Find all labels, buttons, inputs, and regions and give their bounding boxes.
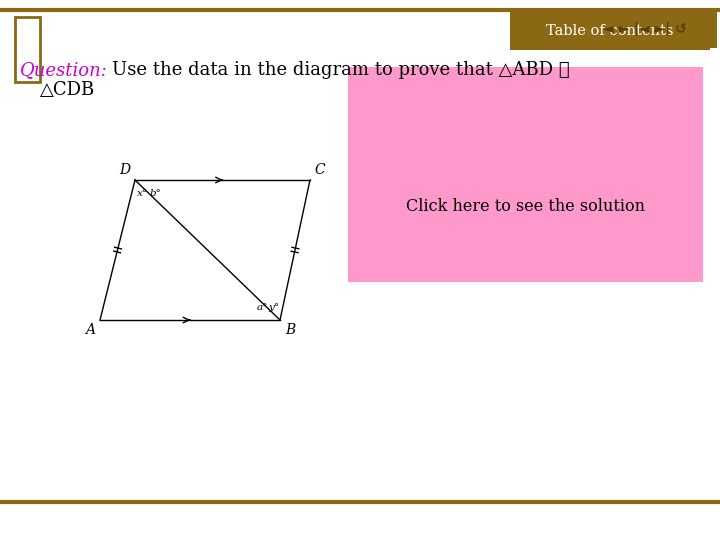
Bar xyxy=(348,67,703,282)
Text: B: B xyxy=(285,323,295,337)
Text: A: A xyxy=(85,323,95,337)
Bar xyxy=(510,12,710,50)
Bar xyxy=(572,10,717,48)
Text: C: C xyxy=(315,163,325,177)
Text: △CDB: △CDB xyxy=(40,81,95,99)
Text: b°: b° xyxy=(149,188,161,198)
Text: Question:: Question: xyxy=(20,61,108,79)
Text: Use the data in the diagram to prove that △ABD ≅: Use the data in the diagram to prove tha… xyxy=(112,61,570,79)
Text: y°: y° xyxy=(269,302,279,312)
Text: D: D xyxy=(120,163,130,177)
Text: Click here to see the solution: Click here to see the solution xyxy=(406,198,645,215)
Text: x°: x° xyxy=(138,188,148,198)
Bar xyxy=(15,17,40,82)
Text: Table of contents: Table of contents xyxy=(546,24,674,38)
Text: ◄ ► |◄ ►| ↺: ◄ ► |◄ ►| ↺ xyxy=(603,22,686,36)
Text: a°: a° xyxy=(256,302,268,312)
